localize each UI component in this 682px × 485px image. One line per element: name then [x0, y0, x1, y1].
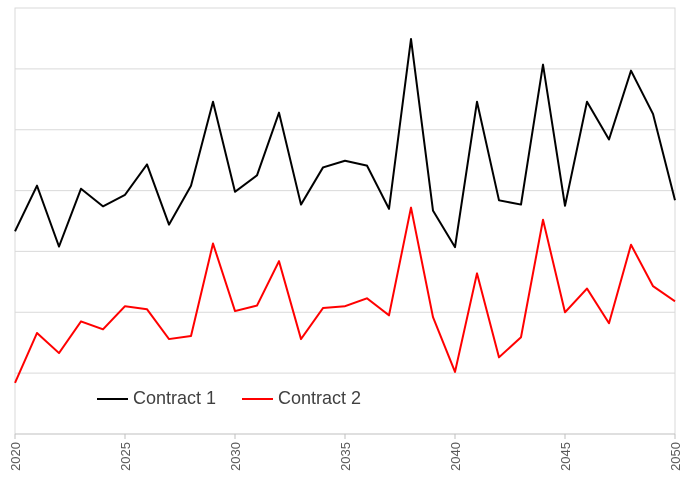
- x-tick-label: 2035: [338, 442, 353, 471]
- line: [14, 206, 676, 384]
- legend-label: Contract 2: [278, 388, 361, 408]
- plot-border: [14, 7, 676, 435]
- x-tick-label: 2030: [228, 442, 243, 471]
- legend-label: Contract 1: [133, 388, 216, 408]
- x-tick-label: 2025: [118, 442, 133, 471]
- x-tick-label: 2020: [8, 442, 23, 471]
- x-tick-label: 2045: [558, 442, 573, 471]
- line: [14, 38, 676, 249]
- x-tick-label: 2040: [448, 442, 463, 471]
- x-tick-label: 2050: [668, 442, 682, 471]
